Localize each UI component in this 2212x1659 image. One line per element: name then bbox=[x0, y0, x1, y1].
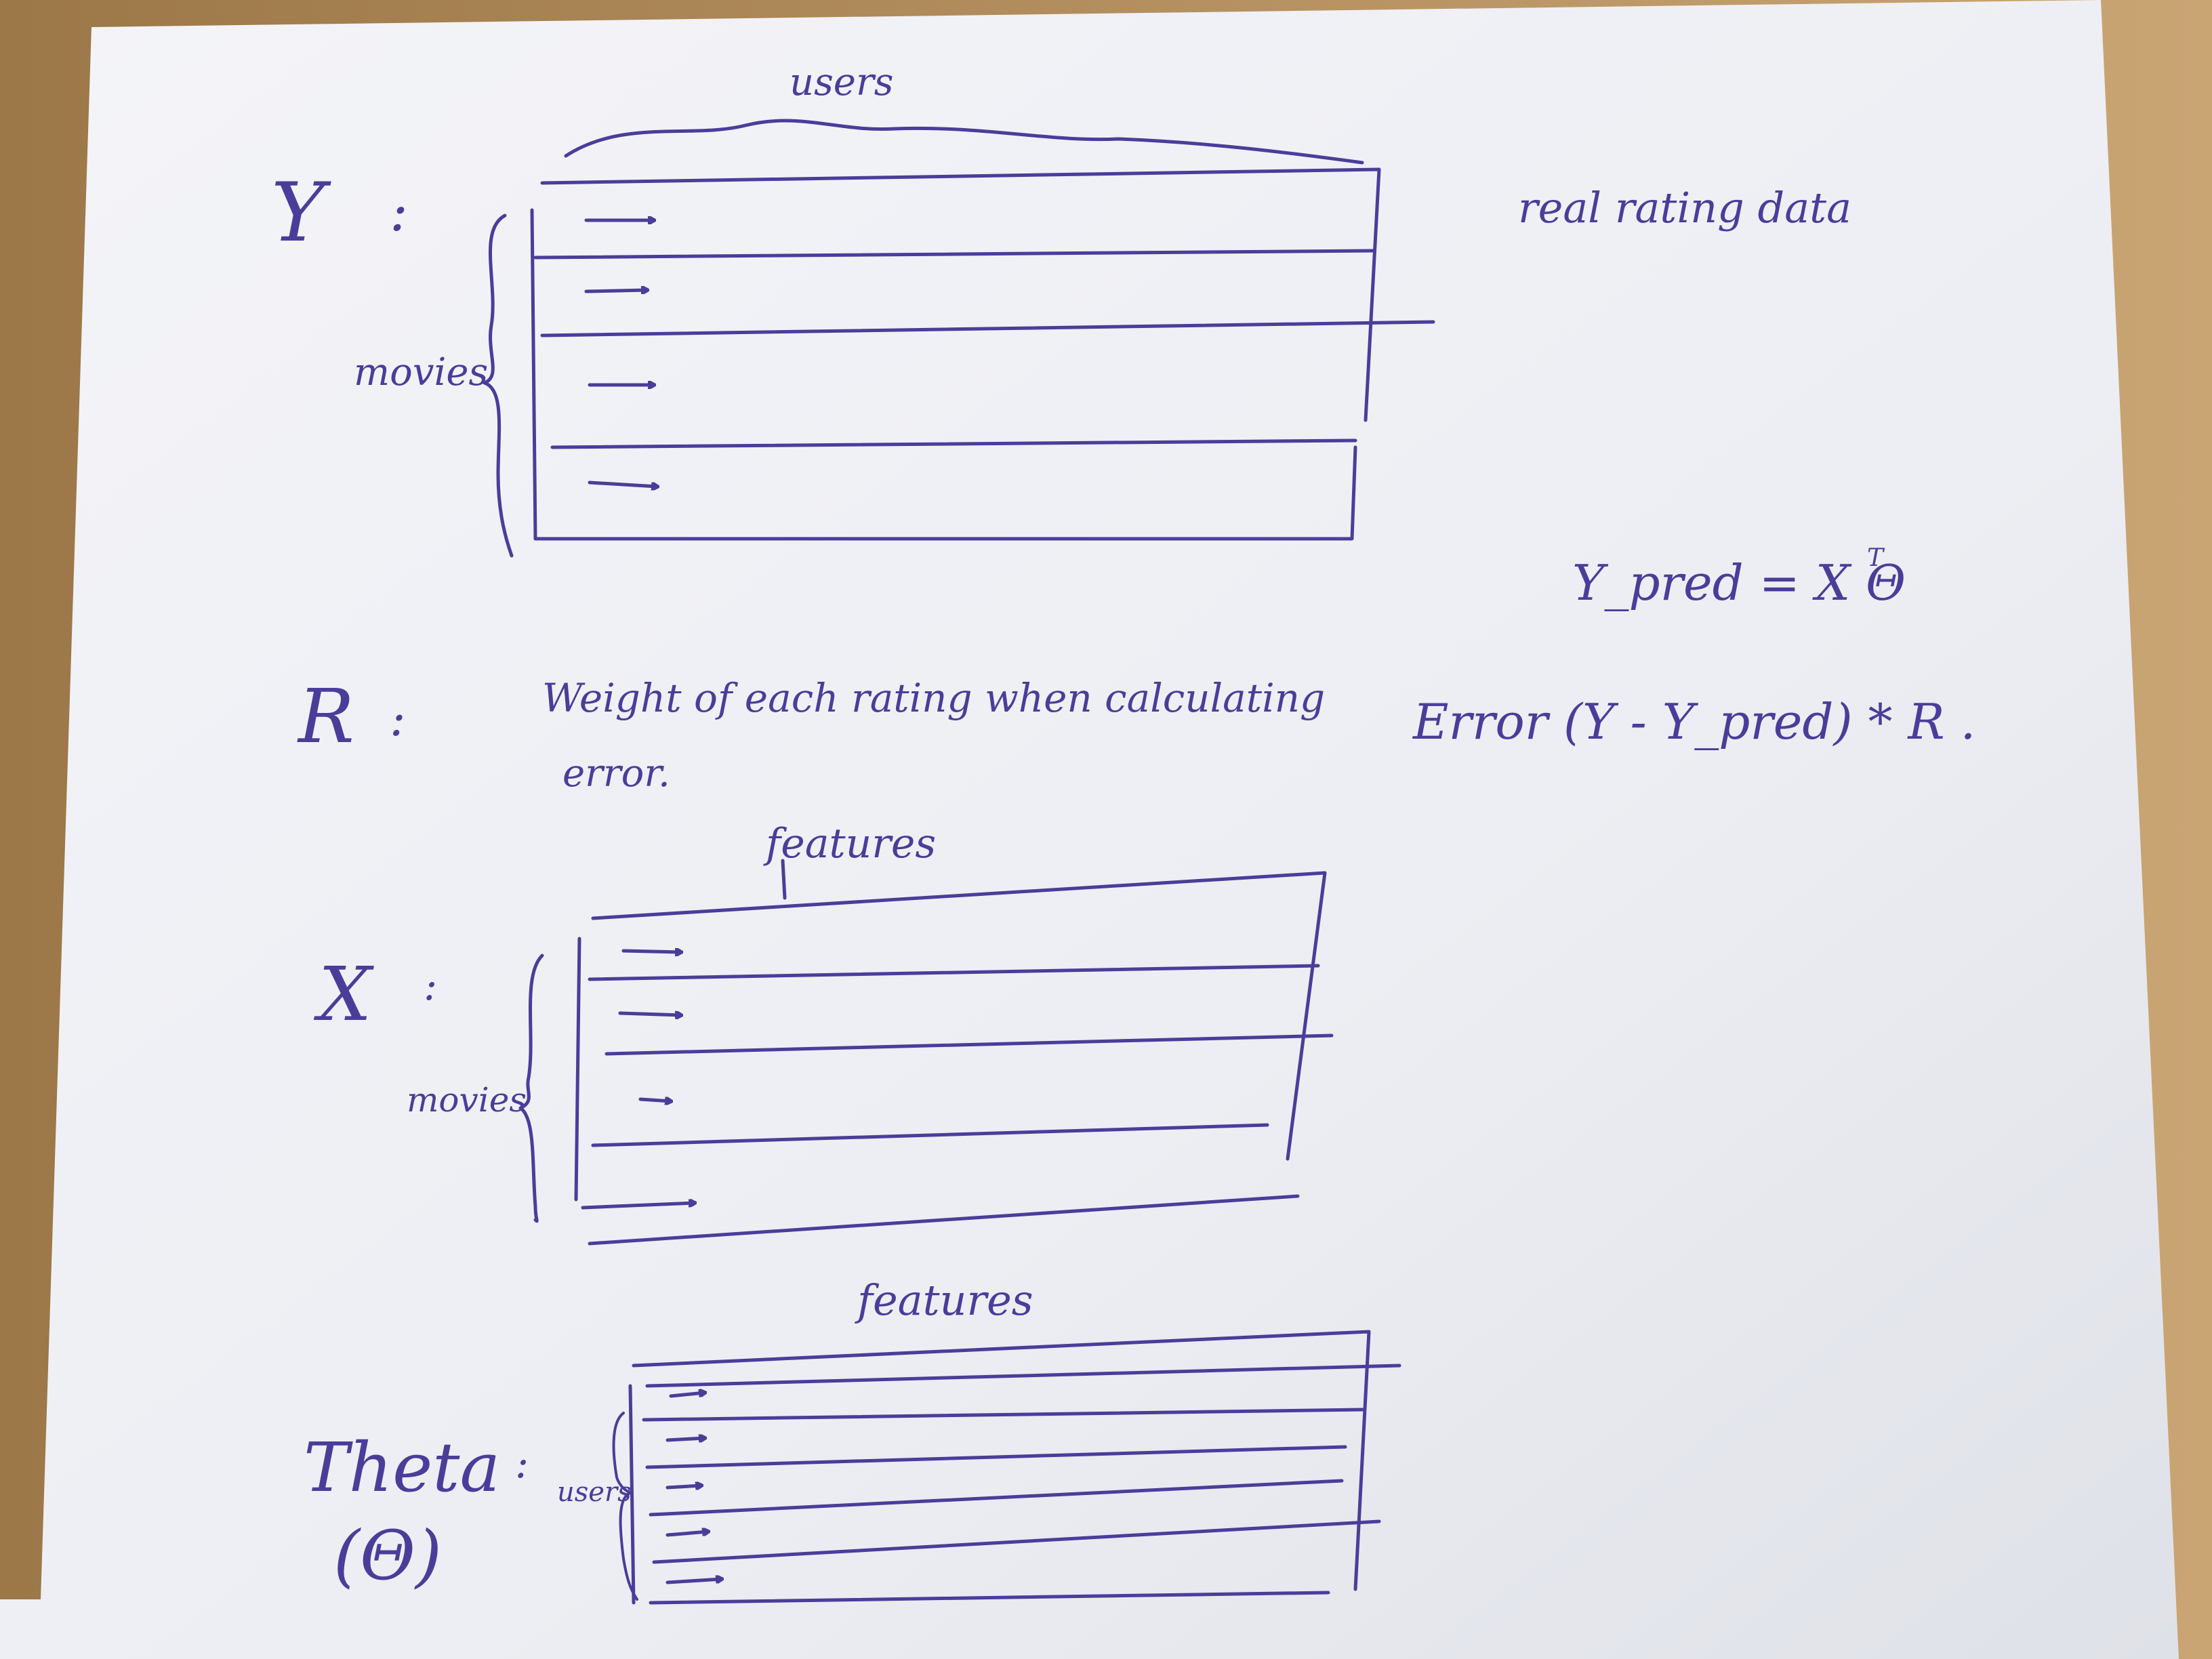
x-matrix-row-line-1 bbox=[588, 964, 1320, 981]
theta-matrix-row-line-4 bbox=[652, 1519, 1381, 1564]
x-matrix-outline bbox=[574, 871, 1327, 1202]
formula-group: Y_pred = X Θ T Error (Y - Y_pred) * R . bbox=[1412, 544, 1975, 750]
r-matrix-colon: : bbox=[390, 691, 406, 747]
theta-matrix-row-arrow-3 bbox=[665, 1486, 701, 1488]
x-matrix-name: X bbox=[313, 951, 374, 1038]
y-matrix-group: Y : users movies real rating data bbox=[271, 60, 1851, 558]
x-matrix-colon: : bbox=[424, 962, 437, 1010]
transpose-mark: T bbox=[1867, 544, 1885, 572]
x-matrix-row-arrow-3 bbox=[638, 1099, 671, 1101]
y-matrix-row-line-1 bbox=[533, 249, 1374, 260]
theta-matrix-users-label: users bbox=[557, 1477, 632, 1508]
theta-matrix-group: Theta (Θ) : features users bbox=[304, 1275, 1401, 1605]
y-matrix-users-brace bbox=[564, 119, 1364, 165]
theta-matrix-row-arrow-1 bbox=[669, 1393, 705, 1398]
x-matrix-row-line-2 bbox=[605, 1033, 1334, 1056]
x-matrix-movies-label: movies bbox=[407, 1080, 527, 1120]
x-matrix-row-arrow-1 bbox=[621, 951, 681, 952]
x-matrix-features-tick bbox=[781, 859, 787, 900]
x-matrix-features-label: features bbox=[763, 820, 936, 867]
y-matrix-movies-label: movies bbox=[354, 350, 488, 394]
x-matrix-group: X : features movies bbox=[313, 820, 1334, 1246]
theta-matrix-row-line-2 bbox=[645, 1445, 1347, 1469]
theta-matrix-row-arrow-4 bbox=[665, 1532, 708, 1537]
y-matrix-name: Y bbox=[271, 166, 331, 260]
theta-matrix-row-line-1 bbox=[642, 1408, 1364, 1422]
theta-matrix-row-line-3 bbox=[649, 1479, 1344, 1517]
x-matrix-row-line-4 bbox=[588, 1194, 1300, 1246]
y-matrix-row-arrow-2 bbox=[584, 290, 647, 291]
y-matrix-outline bbox=[530, 167, 1381, 541]
y-matrix-row-line-3 bbox=[550, 438, 1357, 449]
y-matrix-movies-brace bbox=[483, 213, 514, 558]
theta-matrix-symbol: (Θ) bbox=[333, 1516, 442, 1595]
y-matrix-row-line-2 bbox=[540, 320, 1435, 337]
error-formula: Error (Y - Y_pred) * R . bbox=[1412, 693, 1975, 750]
y-matrix-users-label: users bbox=[790, 60, 893, 104]
r-matrix-group: R : Weight of each rating when calculati… bbox=[297, 673, 1325, 796]
theta-matrix-row-line-5 bbox=[649, 1591, 1330, 1605]
prediction-formula: Y_pred = X Θ bbox=[1572, 554, 1906, 611]
theta-matrix-row-arrow-2 bbox=[665, 1438, 705, 1440]
theta-matrix-features-label: features bbox=[855, 1275, 1033, 1325]
y-matrix-row-arrow-4 bbox=[588, 480, 657, 487]
x-matrix-row-line-3 bbox=[591, 1123, 1269, 1147]
theta-matrix-top-extension bbox=[645, 1364, 1401, 1388]
theta-matrix-colon: : bbox=[515, 1440, 529, 1488]
y-matrix-colon: : bbox=[390, 180, 408, 243]
theta-matrix-name: Theta bbox=[304, 1428, 500, 1507]
x-matrix-row-arrow-2 bbox=[618, 1013, 681, 1015]
r-description-line-2: error. bbox=[562, 752, 670, 796]
r-description-line-1: Weight of each rating when calculating bbox=[542, 675, 1325, 721]
y-matrix-note: real rating data bbox=[1518, 183, 1851, 232]
r-matrix-name: R bbox=[297, 673, 354, 760]
x-matrix-row-arrow-4 bbox=[581, 1203, 695, 1210]
theta-matrix-outline bbox=[628, 1330, 1371, 1605]
theta-matrix-row-arrow-5 bbox=[665, 1579, 722, 1584]
x-matrix-movies-brace bbox=[518, 954, 544, 1223]
